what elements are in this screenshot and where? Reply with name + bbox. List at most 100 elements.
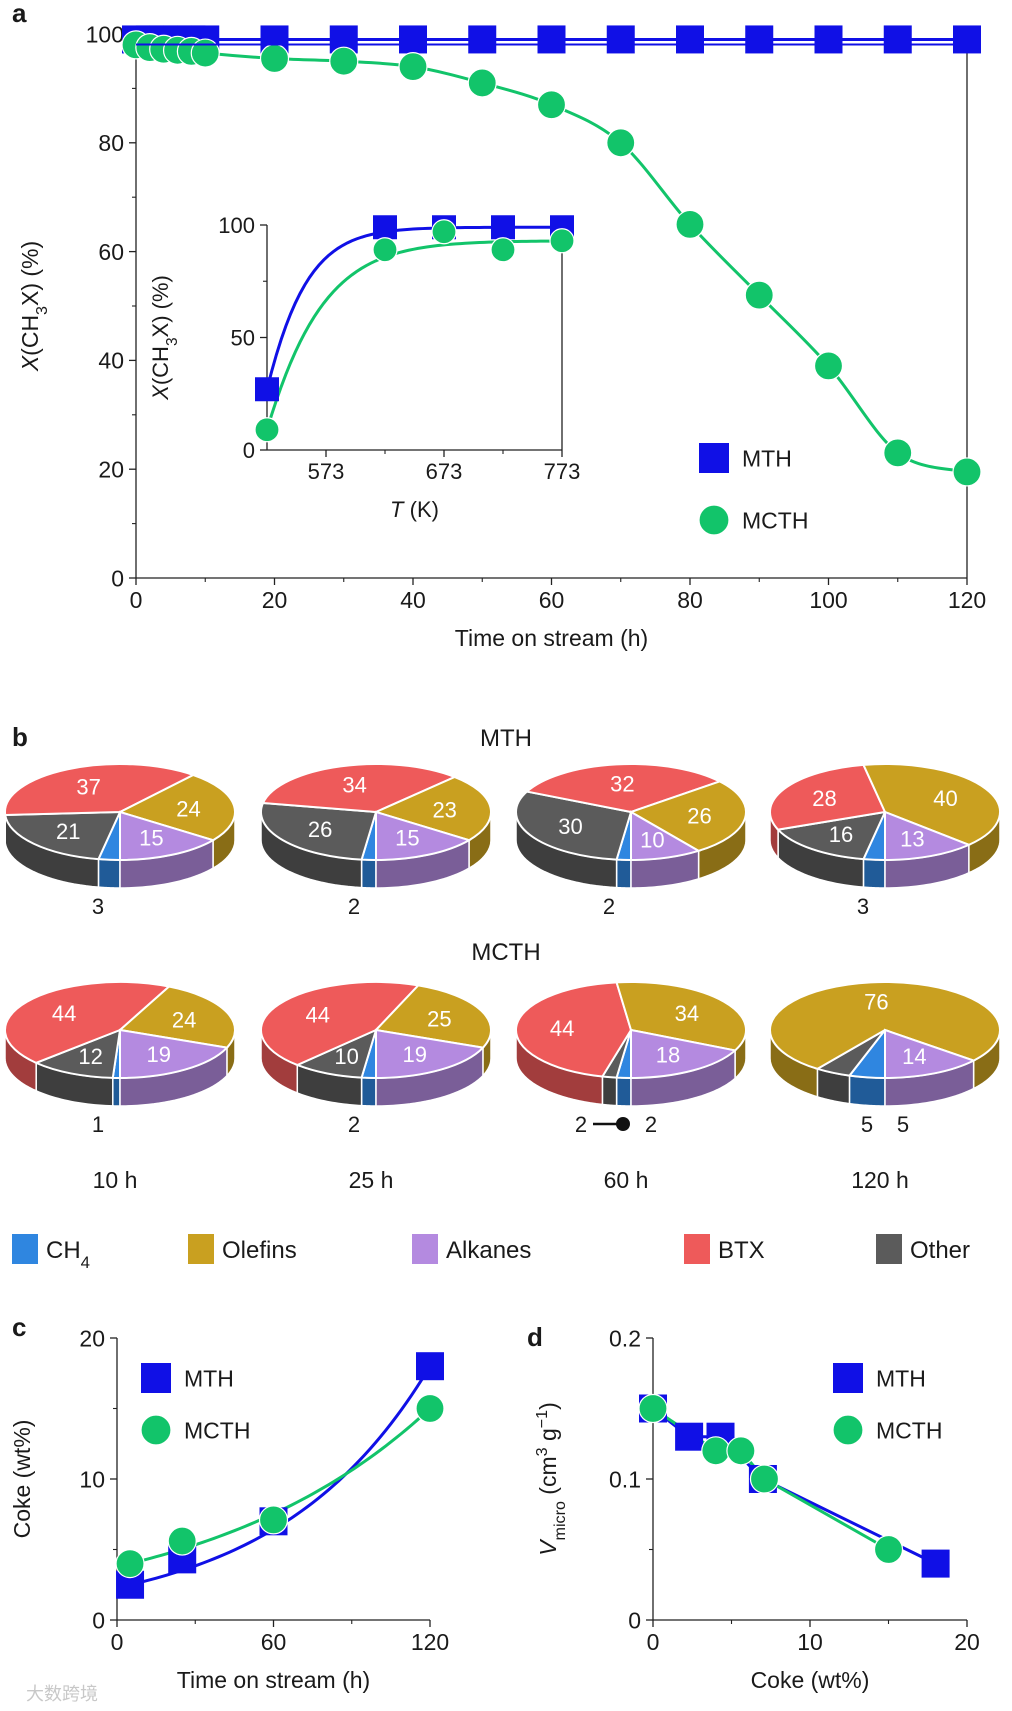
c-y-tick-label: 10 (79, 1466, 105, 1492)
pie-slice-alkanes (884, 1028, 977, 1080)
pie-side-ch4 (360, 858, 377, 889)
panel-c-letter: c (12, 1312, 26, 1342)
a-mth-point (537, 25, 566, 54)
pie-label-btx: 34 (342, 773, 366, 798)
y-label-part: X (148, 384, 173, 401)
a-y-tick-label: 20 (98, 456, 124, 482)
legend-label-text: Other (910, 1237, 970, 1264)
y-label-part: (CH (148, 346, 173, 385)
pie-slice-alkanes (375, 810, 472, 862)
panel-b-mcth-title: MCTH (471, 939, 540, 966)
pie-slice-alkanes (375, 1028, 485, 1080)
a-inset-mth-point (491, 215, 515, 240)
a-y-tick-label: 80 (98, 130, 124, 156)
pie-slice-alkanes (630, 1028, 738, 1080)
c-mcth-point (167, 1526, 197, 1556)
a-mcth-point (952, 457, 982, 487)
a-inset-mcth-point (549, 228, 575, 254)
a-inset-x-tick-label: 673 (426, 459, 463, 484)
pie-slice-alkanes (119, 810, 216, 862)
a-inset-y-label: X(CH3X) (%) (148, 275, 181, 401)
pie-slice-btx (524, 763, 723, 814)
legend-label-alkanes: Alkanes (446, 1237, 531, 1264)
a-mcth-point (329, 46, 359, 76)
c-y-label: Coke (wt%) (9, 1420, 35, 1539)
pie-slice-other (33, 1028, 122, 1079)
legend-swatch-ch4 (12, 1234, 38, 1264)
watermark-text: 大数跨境 (26, 1684, 98, 1704)
legend-label-other: Other (910, 1237, 970, 1264)
pie-label-alkanes: 14 (902, 1044, 926, 1069)
pie-time-label: 60 h (604, 1167, 649, 1193)
a-mcth-point (259, 43, 290, 74)
y-label-part: 3 (33, 306, 51, 315)
a-x-tick-label: 60 (539, 587, 565, 613)
pie-side-ch4 (615, 1076, 632, 1107)
pie-label-other: 5 (897, 1112, 909, 1137)
pie-side-ch4 (862, 858, 886, 889)
pie-slice-btx (4, 981, 172, 1064)
a-mcth-point (398, 52, 428, 82)
pie-label-olefins: 76 (864, 989, 888, 1014)
d-y-tick-label: 0 (628, 1607, 641, 1633)
d-legend-mcth-marker (832, 1414, 864, 1446)
pie-label-alkanes: 18 (656, 1042, 680, 1067)
d-mcth-point (638, 1393, 668, 1424)
a-x-tick-label: 0 (130, 587, 143, 613)
d-mth-point (921, 1549, 950, 1578)
a-inset-x-tick-label: 573 (308, 459, 345, 484)
pie-label-btx: 32 (610, 771, 634, 796)
pie-label-btx: 37 (76, 774, 100, 799)
a-mth-point (468, 25, 497, 54)
y-label-part: (CH (17, 315, 43, 356)
a-inset-y-tick-label: 100 (218, 213, 255, 238)
a-inset-mcth-point (254, 417, 280, 443)
a-inset-mcth-line (265, 239, 560, 431)
y-label-part: Coke (wt%) (9, 1420, 35, 1539)
a-legend-mth-marker (699, 443, 729, 473)
legend-label-text: BTX (718, 1237, 765, 1264)
d-x-label: Coke (wt%) (751, 1667, 870, 1693)
pie-label-alkanes: 10 (640, 827, 664, 852)
y-label-part: V (535, 1538, 561, 1556)
legend-label-ch4: CH4 (46, 1237, 90, 1272)
a-x-tick-label: 120 (948, 587, 986, 613)
c-x-tick-label: 60 (261, 1629, 287, 1655)
pie-slice-other (4, 810, 122, 861)
pie-slice-olefins (373, 984, 492, 1049)
panel-a-inset-chart: 573 673 773 0 50 100 T (K) X(CH3X) (%) (148, 213, 580, 522)
d-x-tick-label: 10 (797, 1629, 823, 1655)
legend-label-btx: BTX (718, 1237, 765, 1264)
a-mth-point (399, 25, 427, 54)
a-inset-y-tick-label: 50 (231, 325, 255, 350)
pie-label-other: 30 (558, 814, 582, 839)
pie-label-olefins: 24 (176, 796, 200, 821)
a-mth-point (676, 25, 704, 54)
pie-slice-alkanes (630, 810, 702, 862)
pie-label-ch4: 3 (92, 894, 104, 919)
pie-label-other: 10 (334, 1044, 358, 1069)
y-label-part: micro (551, 1501, 569, 1540)
pie-label-alkanes: 13 (900, 826, 924, 851)
a-mth-point (745, 25, 774, 54)
a-mcth-point (190, 38, 220, 68)
pie-label-btx: 44 (305, 1003, 329, 1028)
d-mcth-point (873, 1534, 904, 1565)
a-inset-mth-point (255, 377, 279, 402)
y-label-part: g (535, 1428, 561, 1447)
legend-swatch-other (876, 1234, 902, 1264)
pie-slice-olefins (861, 763, 1001, 846)
a-inset-x-tick-label: 773 (544, 459, 581, 484)
a-legend-mcth-marker (698, 504, 730, 536)
pie-label-ch4: 5 (861, 1112, 873, 1137)
a-y-tick-label: 40 (98, 348, 124, 374)
c-mcth-point (415, 1393, 445, 1424)
legend-swatch-btx (684, 1234, 710, 1264)
pie-side-other (601, 1075, 618, 1107)
pie-slice-btx (515, 981, 633, 1078)
d-x-tick-label: 0 (647, 1629, 660, 1655)
a-mcth-point (536, 90, 567, 120)
a-inset-x-label: T (K) (390, 497, 439, 522)
